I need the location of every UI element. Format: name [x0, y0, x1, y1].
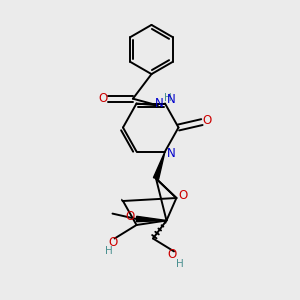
Text: H: H [164, 93, 172, 103]
Polygon shape [153, 152, 165, 179]
Text: N: N [167, 147, 176, 161]
Text: O: O [99, 92, 108, 105]
Text: O: O [109, 236, 118, 249]
Text: O: O [125, 209, 134, 223]
Text: N: N [154, 97, 164, 110]
Bar [96, 183, 120, 201]
Text: H: H [105, 246, 113, 256]
Text: O: O [203, 114, 212, 127]
Text: H: H [176, 259, 184, 269]
Text: O: O [168, 248, 177, 262]
Text: N: N [167, 93, 176, 106]
Polygon shape [136, 216, 166, 222]
Text: O: O [178, 189, 188, 202]
